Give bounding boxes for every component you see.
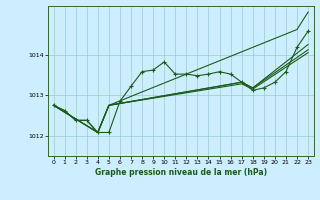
X-axis label: Graphe pression niveau de la mer (hPa): Graphe pression niveau de la mer (hPa)	[95, 168, 267, 177]
